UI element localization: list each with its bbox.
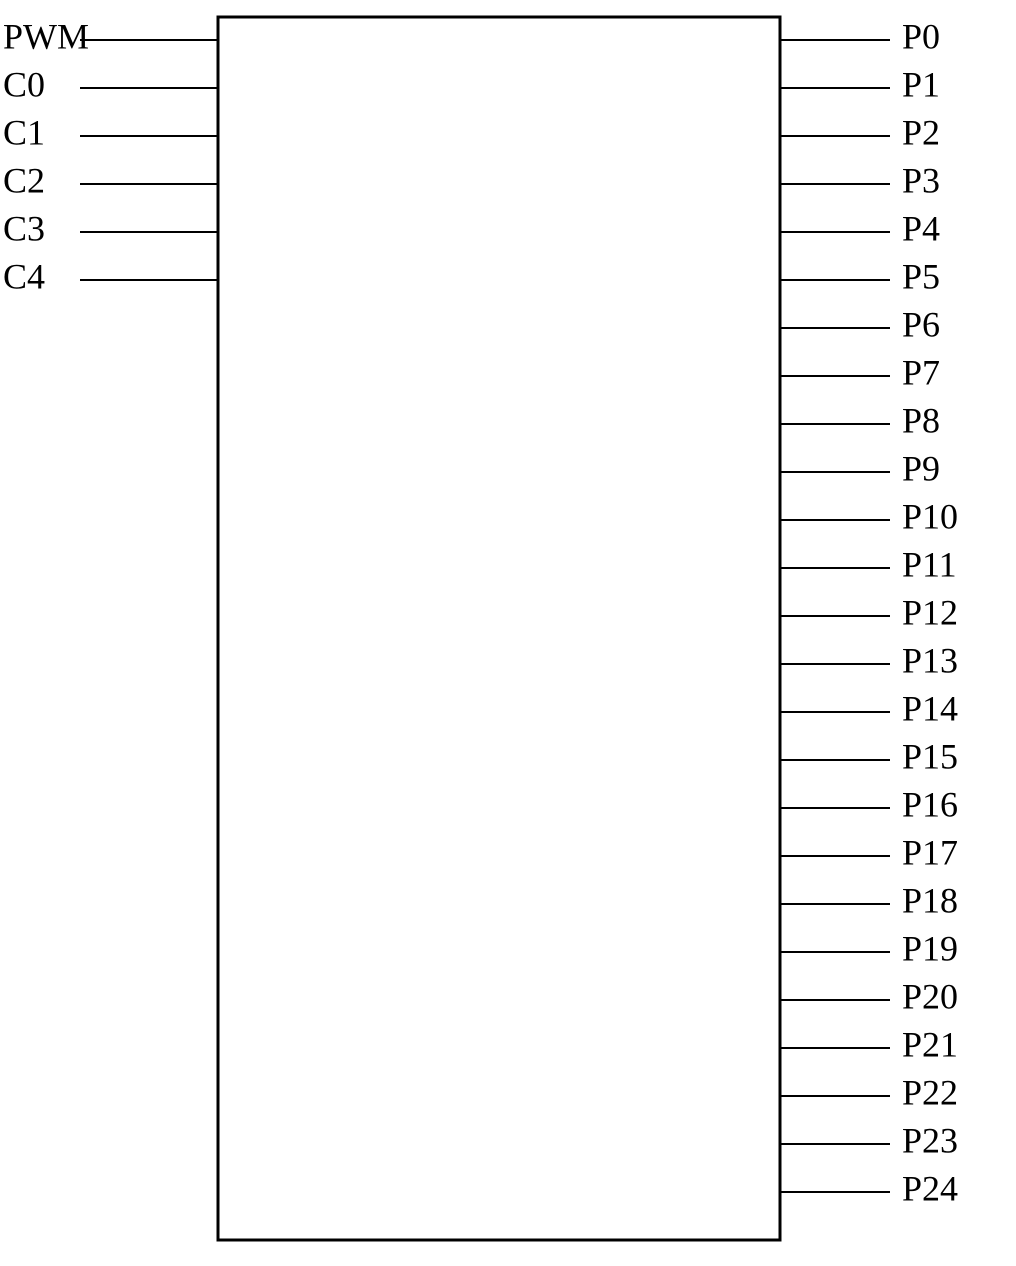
right-pin-P12: P12 (780, 592, 958, 632)
right-pin-label-P6: P6 (902, 304, 940, 344)
right-pin-label-P11: P11 (902, 544, 957, 584)
ic-block (218, 17, 780, 1240)
left-pin-C3: C3 (3, 208, 218, 248)
right-pin-label-P3: P3 (902, 160, 940, 200)
right-pin-label-P0: P0 (902, 16, 940, 56)
right-pin-P13: P13 (780, 640, 958, 680)
right-pin-P0: P0 (780, 16, 940, 56)
right-pin-P17: P17 (780, 832, 958, 872)
left-pin-PWM: PWM (3, 16, 218, 56)
left-pin-C0: C0 (3, 64, 218, 104)
right-pin-P22: P22 (780, 1072, 958, 1112)
right-pin-P5: P5 (780, 256, 940, 296)
right-pin-label-P22: P22 (902, 1072, 958, 1112)
right-pin-P20: P20 (780, 976, 958, 1016)
right-pin-P18: P18 (780, 880, 958, 920)
right-pin-label-P17: P17 (902, 832, 958, 872)
right-pin-label-P7: P7 (902, 352, 940, 392)
right-pin-label-P8: P8 (902, 400, 940, 440)
right-pin-label-P18: P18 (902, 880, 958, 920)
right-pin-P1: P1 (780, 64, 940, 104)
right-pin-P23: P23 (780, 1120, 958, 1160)
right-pin-P21: P21 (780, 1024, 958, 1064)
right-pin-P24: P24 (780, 1168, 958, 1208)
right-pin-label-P15: P15 (902, 736, 958, 776)
left-pin-label-PWM: PWM (3, 16, 89, 56)
left-pin-label-C3: C3 (3, 208, 45, 248)
right-pin-P14: P14 (780, 688, 958, 728)
right-pin-P6: P6 (780, 304, 940, 344)
right-pin-P19: P19 (780, 928, 958, 968)
right-pin-label-P2: P2 (902, 112, 940, 152)
right-pin-P16: P16 (780, 784, 958, 824)
right-pin-label-P20: P20 (902, 976, 958, 1016)
right-pin-label-P12: P12 (902, 592, 958, 632)
left-pin-label-C2: C2 (3, 160, 45, 200)
right-pin-label-P5: P5 (902, 256, 940, 296)
left-pin-label-C1: C1 (3, 112, 45, 152)
right-pin-label-P1: P1 (902, 64, 940, 104)
right-pin-P2: P2 (780, 112, 940, 152)
right-pin-label-P24: P24 (902, 1168, 958, 1208)
right-pin-P4: P4 (780, 208, 940, 248)
left-pin-C4: C4 (3, 256, 218, 296)
left-pin-C2: C2 (3, 160, 218, 200)
right-pin-label-P21: P21 (902, 1024, 958, 1064)
right-pin-P10: P10 (780, 496, 958, 536)
left-pin-C1: C1 (3, 112, 218, 152)
right-pin-label-P19: P19 (902, 928, 958, 968)
right-pin-label-P13: P13 (902, 640, 958, 680)
right-pin-P7: P7 (780, 352, 940, 392)
right-pin-label-P14: P14 (902, 688, 958, 728)
right-pin-label-P9: P9 (902, 448, 940, 488)
right-pin-P15: P15 (780, 736, 958, 776)
right-pin-label-P23: P23 (902, 1120, 958, 1160)
left-pin-label-C0: C0 (3, 64, 45, 104)
right-pin-P3: P3 (780, 160, 940, 200)
right-pin-P11: P11 (780, 544, 957, 584)
right-pin-P9: P9 (780, 448, 940, 488)
right-pin-label-P16: P16 (902, 784, 958, 824)
right-pin-P8: P8 (780, 400, 940, 440)
right-pin-label-P4: P4 (902, 208, 940, 248)
right-pin-label-P10: P10 (902, 496, 958, 536)
left-pin-label-C4: C4 (3, 256, 45, 296)
block-diagram: PWM C0 C1 C2 C3 C4 P0 P1 P2 P3 P4 P5 P6 P7 P8 P9 P10 P11 P… (0, 0, 1016, 1266)
